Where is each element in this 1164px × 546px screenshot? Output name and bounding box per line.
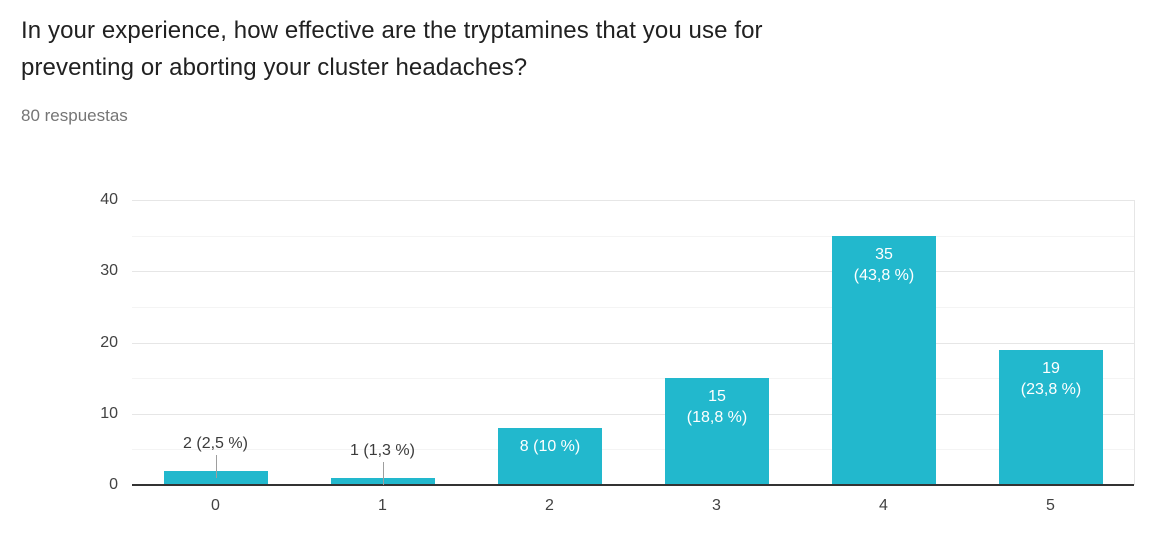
minor-gridline: [132, 306, 1134, 308]
bar-category-4[interactable]: [832, 236, 936, 484]
x-tick-label: 5: [1046, 497, 1055, 514]
y-tick-label: 0: [109, 476, 118, 493]
bar-value-label: 19 (23,8 %): [999, 358, 1103, 400]
minor-gridline: [132, 449, 1134, 451]
x-axis-line: [132, 484, 1134, 486]
bar-value-label: 8 (10 %): [498, 436, 602, 457]
major-gridline: [132, 200, 1134, 201]
bar-value-label-line: (23,8 %): [1020, 381, 1082, 398]
y-tick-label: 30: [100, 262, 118, 280]
question-title: In your experience, how effective are th…: [21, 12, 1141, 86]
bar-value-label: 15 (18,8 %): [665, 386, 769, 428]
x-tick-label: 2: [545, 497, 554, 514]
bar-category-3[interactable]: [665, 378, 769, 484]
y-tick-label: 40: [100, 191, 118, 208]
x-tick-label: 1: [378, 497, 387, 514]
bar-value-label-line: (43,8 %): [853, 267, 915, 284]
x-tick-label: 4: [879, 497, 888, 514]
bar-value-label-line: 19: [1042, 360, 1060, 377]
major-gridline: [132, 342, 1134, 344]
bar-value-label: 35 (43,8 %): [832, 244, 936, 286]
bar-value-label: 1 (1,3 %): [350, 442, 415, 459]
plot-right-edge-gridline: [1134, 200, 1135, 485]
bar-value-label-line: 8 (10 %): [519, 438, 581, 455]
x-tick-label: 3: [712, 497, 721, 514]
x-tick-label: 0: [211, 497, 220, 514]
response-count: 80 respuestas: [21, 106, 128, 125]
bar-value-label-line: 15: [708, 388, 726, 405]
bar-category-2[interactable]: [498, 428, 602, 484]
question-title-line-2: preventing or aborting your cluster head…: [21, 54, 528, 81]
major-gridline: [132, 413, 1134, 415]
minor-gridline: [132, 235, 1134, 237]
major-gridline: [132, 271, 1134, 273]
bar-value-label-line: (18,8 %): [686, 409, 748, 426]
minor-gridline: [132, 378, 1134, 380]
bar-value-label: 2 (2,5 %): [183, 435, 248, 452]
annotation-stem: [382, 462, 384, 485]
question-title-line-1: In your experience, how effective are th…: [21, 17, 763, 44]
y-tick-label: 10: [100, 404, 118, 422]
annotation-stem: [215, 455, 217, 478]
bar-value-label-line: 35: [875, 246, 893, 263]
y-tick-label: 20: [100, 333, 118, 351]
bar-category-5[interactable]: [999, 350, 1103, 484]
